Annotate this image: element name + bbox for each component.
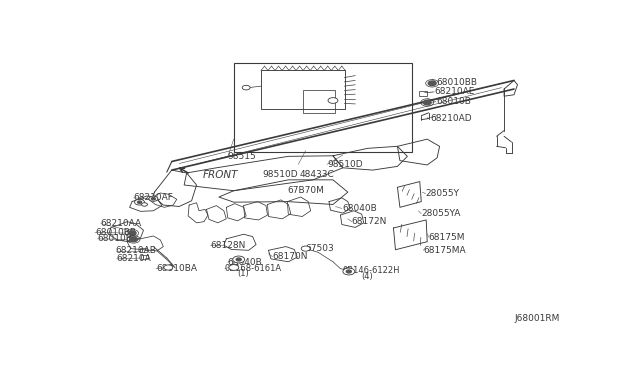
Circle shape: [164, 265, 173, 270]
Bar: [303, 90, 335, 113]
Text: 68010BB: 68010BB: [95, 228, 136, 237]
Text: 68210AE: 68210AE: [434, 87, 474, 96]
Text: 68210AB: 68210AB: [116, 246, 157, 255]
Text: J68001RM: J68001RM: [515, 314, 560, 323]
Circle shape: [141, 203, 147, 206]
Text: 0B168-6161A: 0B168-6161A: [225, 264, 282, 273]
Text: 68128N: 68128N: [210, 241, 245, 250]
Text: FRONT: FRONT: [203, 170, 239, 180]
Text: 28055Y: 28055Y: [426, 189, 460, 198]
Bar: [261, 70, 346, 109]
Text: 48433C: 48433C: [300, 170, 334, 179]
Text: 68010BB: 68010BB: [436, 78, 477, 87]
Circle shape: [228, 264, 239, 270]
Text: 98510D: 98510D: [327, 160, 363, 169]
Text: 28055YA: 28055YA: [421, 209, 461, 218]
Text: 68040B: 68040B: [228, 258, 262, 267]
Text: 68175M: 68175M: [429, 232, 465, 242]
Text: 68010B: 68010B: [436, 97, 471, 106]
Text: 67503: 67503: [306, 244, 335, 253]
Circle shape: [236, 258, 241, 261]
Text: 67B70M: 67B70M: [287, 186, 324, 195]
Circle shape: [128, 231, 136, 235]
Text: 68210A: 68210A: [116, 254, 152, 263]
Circle shape: [346, 270, 351, 273]
Circle shape: [149, 196, 158, 201]
Bar: [419, 91, 428, 96]
Text: 68172N: 68172N: [352, 217, 387, 226]
Text: 68210AA: 68210AA: [101, 219, 142, 228]
Text: (4): (4): [361, 272, 373, 280]
Circle shape: [301, 246, 310, 251]
Circle shape: [129, 237, 138, 242]
Text: 0B146-6122H: 0B146-6122H: [343, 266, 401, 275]
Text: 68040B: 68040B: [342, 204, 376, 213]
Text: 68210AF: 68210AF: [134, 193, 173, 202]
Text: 68010B: 68010B: [97, 234, 132, 243]
Text: 68210AD: 68210AD: [430, 114, 472, 123]
Circle shape: [242, 85, 250, 90]
Circle shape: [233, 256, 244, 263]
Circle shape: [423, 100, 431, 105]
Circle shape: [343, 268, 355, 275]
Bar: [141, 255, 148, 259]
Bar: [234, 63, 412, 152]
Text: 98510D: 98510D: [262, 170, 298, 179]
Text: (1): (1): [237, 269, 250, 278]
Circle shape: [134, 199, 145, 205]
Bar: [140, 248, 147, 252]
Text: 68010BA: 68010BA: [156, 264, 197, 273]
Circle shape: [152, 198, 156, 200]
Circle shape: [328, 97, 338, 103]
Circle shape: [344, 268, 352, 273]
Circle shape: [138, 201, 141, 203]
Circle shape: [428, 81, 436, 86]
Text: 98515: 98515: [228, 152, 257, 161]
Text: 68175MA: 68175MA: [423, 246, 466, 255]
Text: 68170N: 68170N: [273, 252, 308, 261]
